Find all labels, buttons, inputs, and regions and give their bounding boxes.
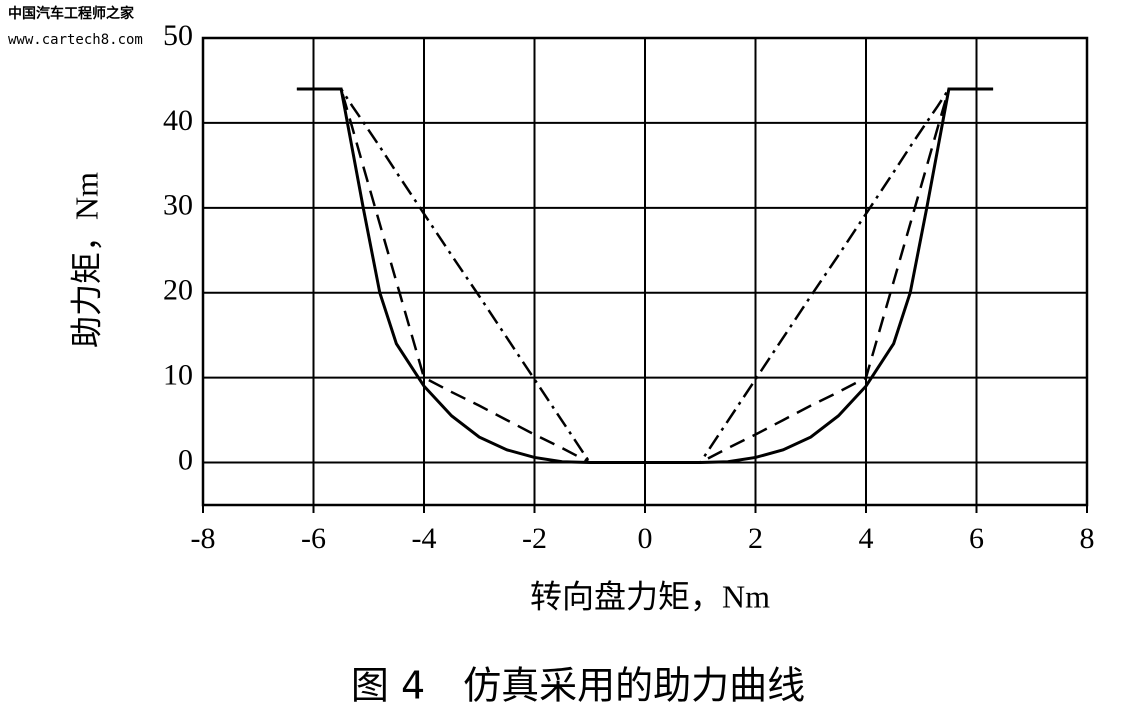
x-tick-label: 2 [748, 522, 763, 555]
x-tick-label: -6 [301, 522, 326, 555]
x-tick-label: 6 [969, 522, 984, 555]
x-tick-label: -4 [412, 522, 437, 555]
watermark: 中国汽车工程师之家 [8, 5, 135, 22]
x-tick-label: -8 [191, 522, 216, 555]
line-series [296, 87, 994, 464]
y-tick-label: 0 [178, 443, 193, 476]
y-tick-label: 20 [163, 274, 193, 307]
x-tick-label: -2 [522, 522, 547, 555]
y-tick-label: 10 [163, 359, 193, 392]
line-series [296, 87, 994, 464]
caption: 图 4 仿真采用的助力曲线 [351, 664, 805, 708]
y-tick-label: 30 [163, 189, 193, 222]
x-tick-label: 4 [859, 522, 874, 555]
y-axis-label: 助力矩，Nm [68, 172, 104, 348]
x-axis-label: 转向盘力矩，Nm [530, 578, 770, 614]
x-tick-label: 8 [1080, 522, 1095, 555]
x-tick-label: 0 [638, 522, 653, 555]
watermark: www.cartech8.com [8, 32, 143, 48]
y-tick-label: 40 [163, 104, 193, 137]
y-tick-label: 50 [163, 19, 193, 52]
